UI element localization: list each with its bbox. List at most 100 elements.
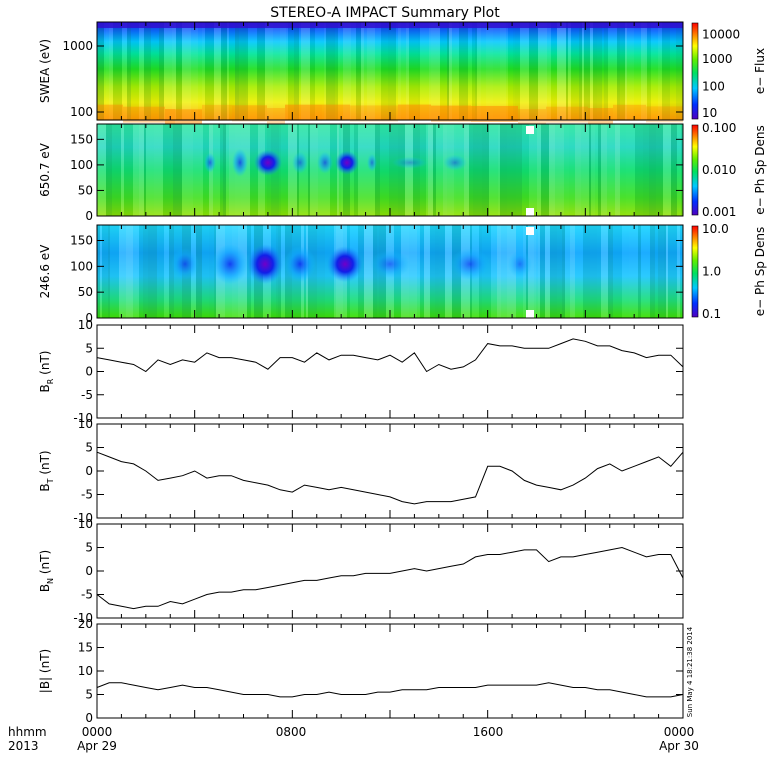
panel-0-heatmap-stripe bbox=[273, 22, 280, 120]
panel-0-heatmap-stripe bbox=[340, 22, 343, 120]
panel-0-heatmap-stripe bbox=[440, 22, 447, 120]
panel-2-heatmap-feature-4 bbox=[327, 246, 363, 283]
panel-1-heatmap-stripe bbox=[436, 124, 443, 216]
panel-0-heatmap-stripe bbox=[568, 22, 571, 120]
panel-2-heatmap-stripe bbox=[126, 225, 133, 318]
panel-0-heatmap-stripe bbox=[257, 22, 265, 120]
panel-0-heatmap-low-energy-band bbox=[350, 105, 398, 122]
panel-3-y-tick-label-5: -5 bbox=[81, 388, 93, 402]
panel-2-y-tick-label-100: 100 bbox=[70, 259, 93, 273]
panel-2-colorbar-tick-label-0-1: 0.1 bbox=[702, 307, 721, 321]
panel-2-heatmap-stripe bbox=[169, 225, 174, 318]
panel-1-heatmap-stripe bbox=[500, 124, 507, 216]
panel-2-heatmap-stripe bbox=[439, 225, 445, 318]
panel-1-heatmap-stripe bbox=[428, 124, 433, 216]
panel-2-heatmap-stripe bbox=[557, 225, 562, 318]
panel-3: 10 5 0 -5 -10 BR (nT) bbox=[38, 318, 684, 425]
panel-0-heatmap-stripe bbox=[221, 22, 223, 120]
panel-2-heatmap-stripe bbox=[196, 225, 202, 318]
panel-1-heatmap-stripe bbox=[163, 124, 166, 216]
panel-0-heatmap-low-energy-band bbox=[123, 106, 165, 123]
panel-0-heatmap-stripe bbox=[604, 22, 608, 120]
panel-5-y-tick-label-5: -5 bbox=[81, 588, 93, 602]
panel-3-y-tick-label-0: 0 bbox=[85, 365, 93, 379]
panel-2-heatmap-stripe bbox=[445, 225, 452, 318]
panel-2-data-gap-top bbox=[526, 227, 534, 235]
panel-5-y-axis-label: BN (nT) bbox=[38, 550, 55, 592]
panel-0-y-tick-label-1000: 1000 bbox=[62, 39, 93, 53]
panel-2-heatmap-stripe bbox=[641, 225, 650, 318]
panel-1-heatmap-stripe bbox=[97, 124, 106, 216]
panel-0-heatmap-stripe bbox=[472, 22, 475, 120]
panel-1-heatmap-stripe bbox=[498, 124, 500, 216]
panel-0-heatmap-stripe bbox=[182, 22, 191, 120]
panel-4-y-tick-label-10: -10 bbox=[73, 511, 93, 525]
panel-1-heatmap-stripe bbox=[482, 124, 489, 216]
panel-4-y-tick-label-5: 5 bbox=[85, 441, 93, 455]
panel-3-y-tick-label-10: 10 bbox=[78, 318, 93, 332]
panel-1-heatmap-stripe bbox=[213, 124, 220, 216]
panel-0-heatmap-stripe bbox=[401, 22, 406, 120]
panel-0-heatmap-stripe bbox=[299, 22, 301, 120]
panel-0-heatmap-stripe bbox=[122, 22, 127, 120]
panel-0-heatmap-low-energy-band bbox=[232, 105, 267, 122]
panel-0-heatmap-stripe bbox=[429, 22, 431, 120]
panel-3-y-axis-label: BR (nT) bbox=[38, 351, 55, 393]
panel-2-heatmap-stripe bbox=[157, 225, 159, 318]
panel-3-y-tick-label-5: 5 bbox=[85, 341, 93, 355]
panel-1-heatmap-stripe bbox=[529, 124, 537, 216]
panel-1-heatmap-stripe bbox=[443, 124, 447, 216]
panel-0-heatmap-stripe bbox=[388, 22, 396, 120]
panel-1-data-gap-top bbox=[526, 126, 534, 134]
panel-0-heatmap-stripe bbox=[310, 22, 315, 120]
panel-1-heatmap-stripe bbox=[375, 124, 380, 216]
panel-0-heatmap-stripe bbox=[324, 22, 326, 120]
panel-1-heatmap-stripe bbox=[456, 124, 464, 216]
panel-2-heatmap-stripe bbox=[664, 225, 666, 318]
panel-1-heatmap-stripe bbox=[285, 124, 288, 216]
panel-0-heatmap-stripe bbox=[288, 22, 294, 120]
panel-2-heatmap-stripe bbox=[622, 225, 629, 318]
panel-0-heatmap-stripe bbox=[475, 22, 477, 120]
panel-1-heatmap-stripe bbox=[473, 124, 482, 216]
x-date-label-start: Apr 29 bbox=[77, 739, 117, 753]
panel-0-colorbar bbox=[691, 22, 699, 120]
panel-1-heatmap-feature-2 bbox=[254, 149, 282, 176]
panel-2-y-tick-label-150: 150 bbox=[70, 234, 93, 248]
panel-1-heatmap-stripe bbox=[671, 124, 677, 216]
panel-2-heatmap-stripe bbox=[148, 225, 157, 318]
panel-3-y-tick-label-10: -10 bbox=[73, 411, 93, 425]
panel-2-heatmap-stripe bbox=[613, 225, 622, 318]
panel-1-heatmap-stripe bbox=[569, 124, 575, 216]
panel-2-heatmap-stripe bbox=[143, 225, 148, 318]
panel-1-heatmap-stripe bbox=[139, 124, 144, 216]
panel-1-heatmap-stripe bbox=[173, 124, 182, 216]
panel-0: 1000 100 10000 1000 100 10 e− Flux SWEA (eV) bbox=[38, 21, 767, 126]
x-date-label-end: Apr 30 bbox=[659, 739, 699, 753]
panel-0-heatmap-stripe bbox=[582, 22, 584, 120]
panel-2-colorbar-tick-label-10-0: 10.0 bbox=[702, 222, 729, 236]
panel-2-heatmap-stripe bbox=[534, 225, 536, 318]
panel-4-y-tick-label-0: 0 bbox=[85, 464, 93, 478]
panel-2-heatmap-stripe bbox=[668, 225, 677, 318]
panel-1-heatmap-stripe bbox=[620, 124, 626, 216]
panel-4: 10 5 0 -5 -10 BT (nT) bbox=[38, 417, 684, 525]
panel-0-heatmap-stripe bbox=[520, 22, 529, 120]
panel-1-heatmap-stripe bbox=[226, 124, 229, 216]
panel-0-heatmap-stripe bbox=[676, 22, 683, 120]
panel-0-heatmap-low-energy-band bbox=[322, 104, 350, 121]
panel-1-data-gap-bottom bbox=[526, 208, 534, 216]
panel-0-heatmap-stripe bbox=[97, 22, 104, 120]
panel-0-heatmap-stripe bbox=[315, 22, 324, 120]
panel-0-heatmap-stripe bbox=[486, 22, 493, 120]
panel-0-heatmap-stripe bbox=[326, 22, 335, 120]
panel-0-heatmap-stripe bbox=[641, 22, 645, 120]
panel-0-heatmap-stripe bbox=[566, 22, 568, 120]
panel-0-heatmap-stripe bbox=[246, 22, 248, 120]
panel-1-heatmap-stripe bbox=[469, 124, 473, 216]
panel-2-y-tick-label-0: 0 bbox=[85, 311, 93, 325]
panel-6-series-line bbox=[96, 682, 684, 698]
panel-0-heatmap-background bbox=[97, 22, 683, 120]
timestamp-label: Sun May 4 18:21:38 2014 bbox=[686, 626, 694, 717]
